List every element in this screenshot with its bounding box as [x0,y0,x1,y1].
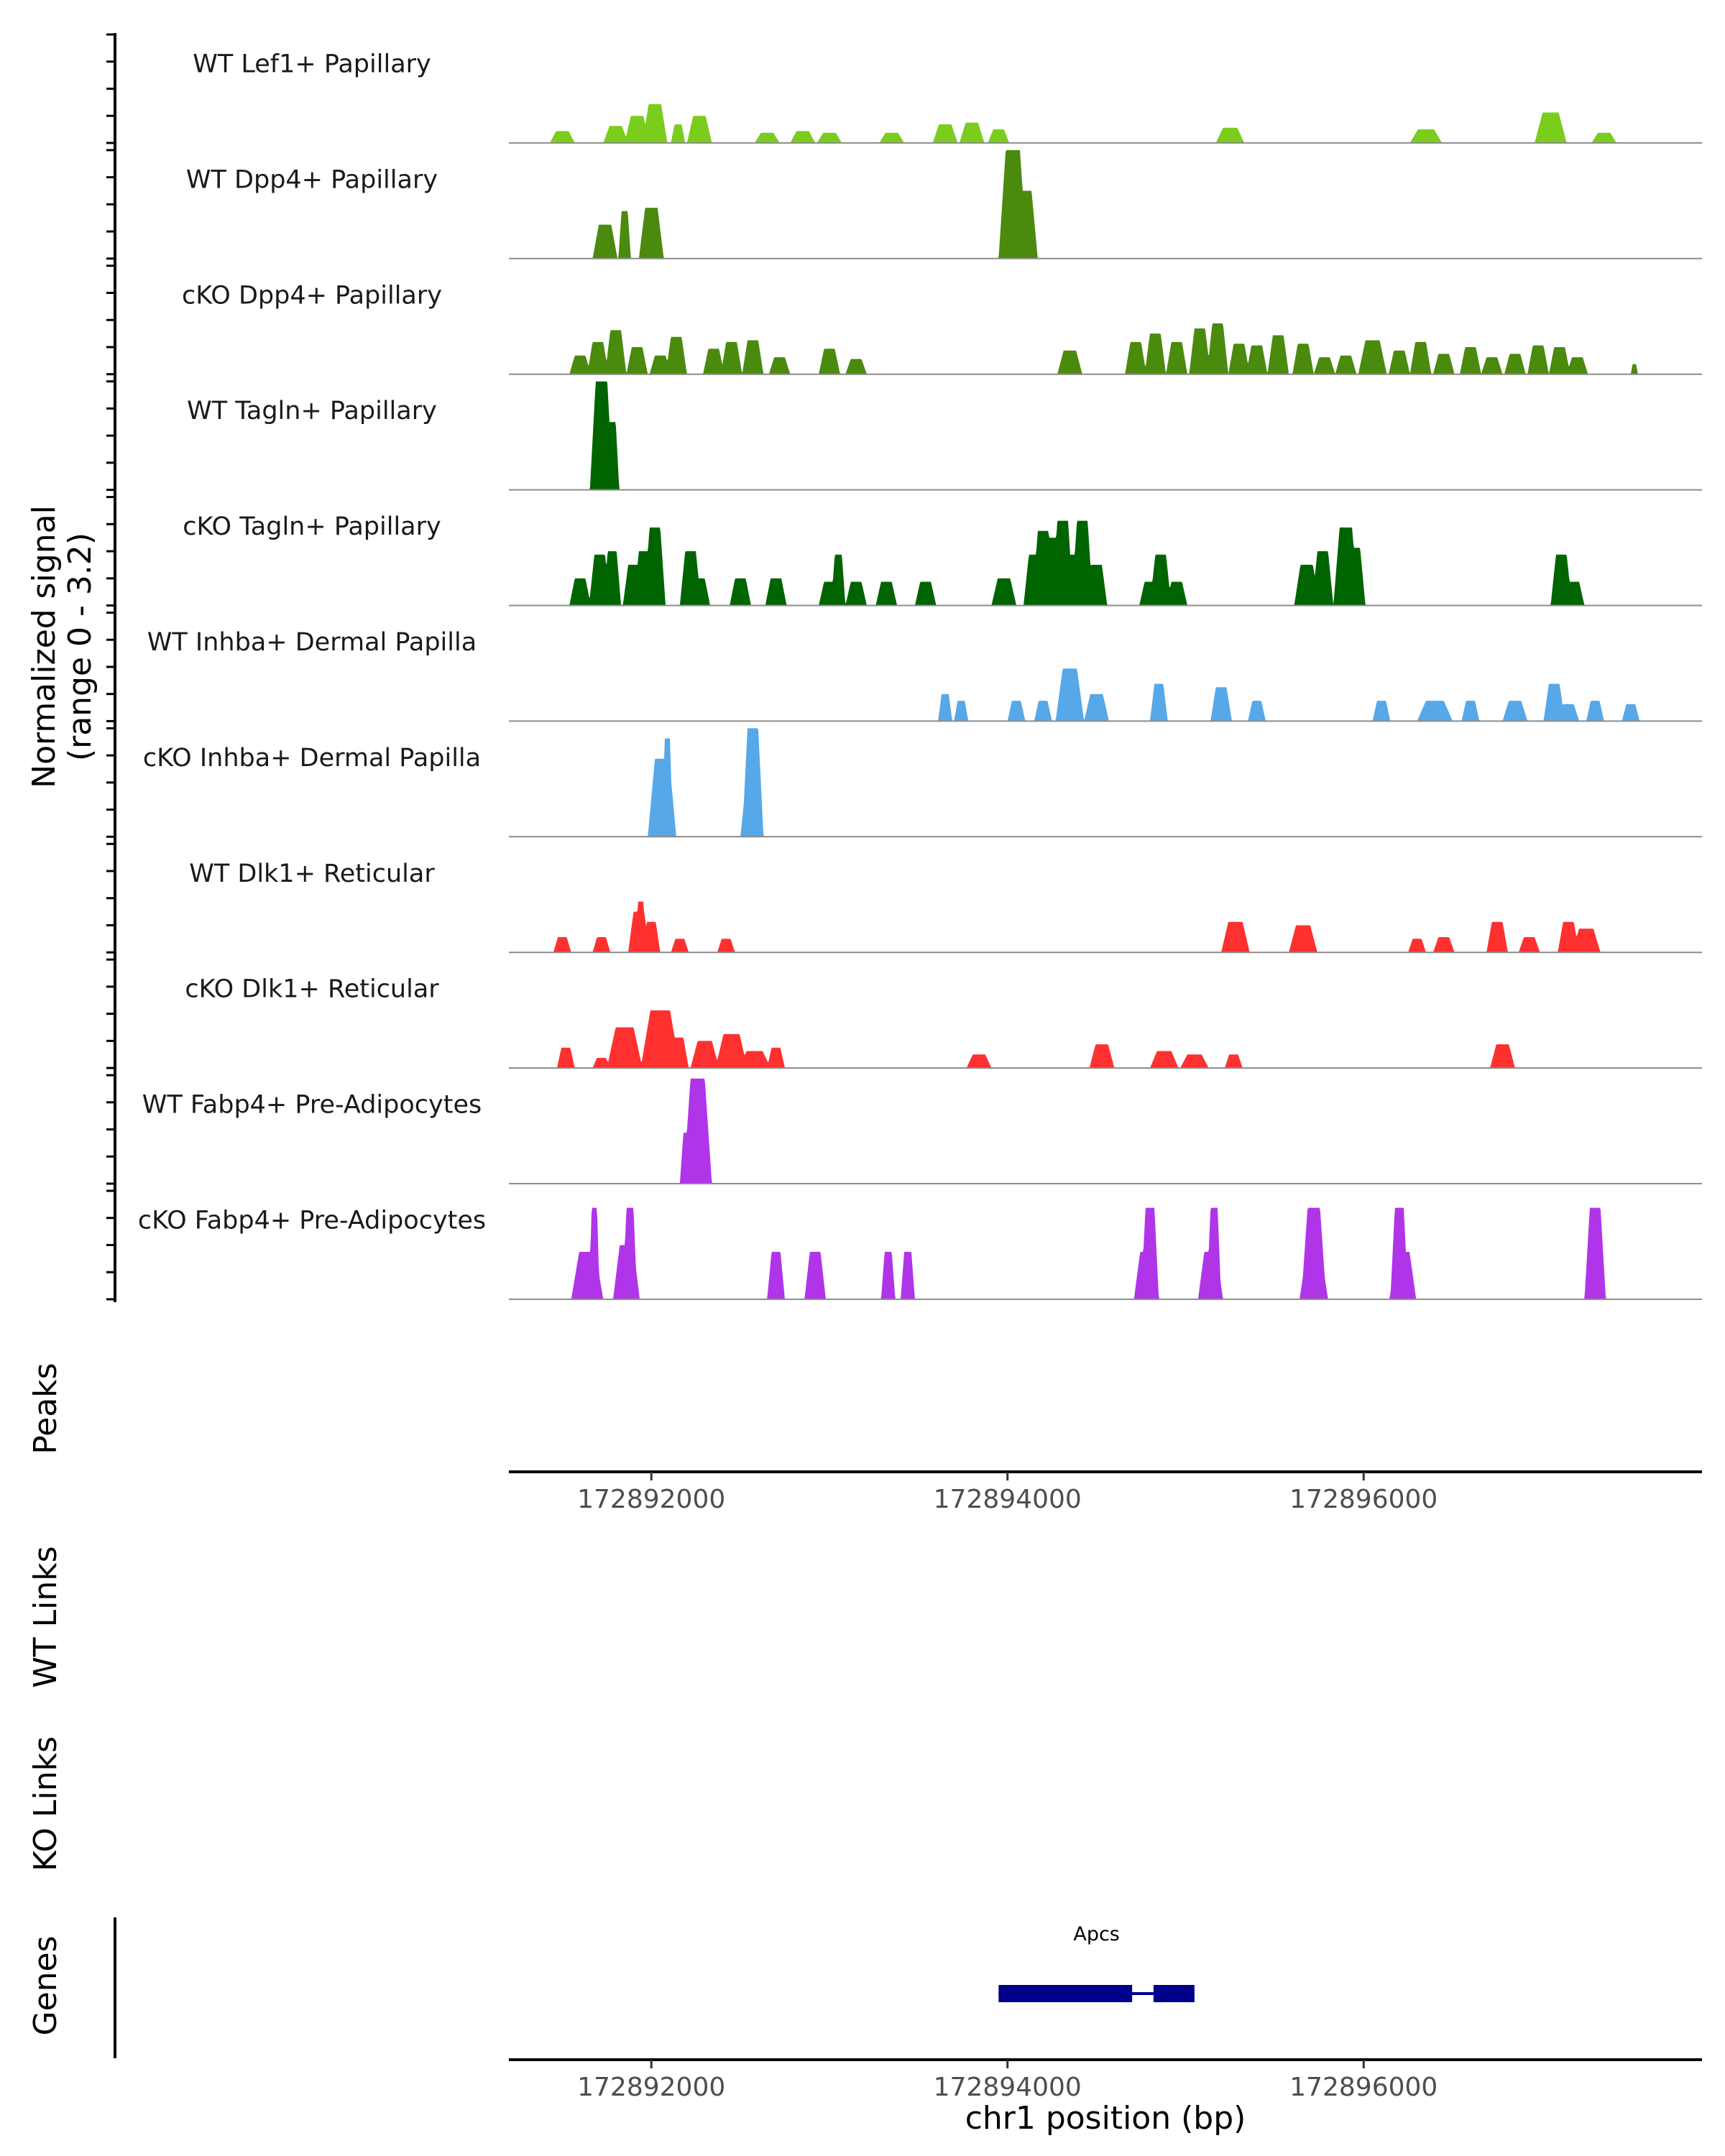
track-9: cKO Dlk1+ Reticular [185,975,1702,1069]
peaks-x-tick-label: 172894000 [934,1485,1082,1514]
track-5: cKO Tagln+ Papillary [183,512,1702,607]
coverage-area [509,1207,1702,1299]
track-6: WT Inhba+ Dermal Papilla [147,628,1702,722]
genes-x-tick-label: 172892000 [577,2073,725,2102]
track-label: cKO Fabp4+ Pre-Adipocytes [138,1206,486,1235]
track-8: WT Dlk1+ Reticular [189,860,1702,954]
genes-panel-label: Genes [27,1935,64,2035]
genes-x-axis: 172892000 172894000 172896000 [509,2058,1702,2102]
coverage-area [509,668,1702,722]
coverage-area [509,1078,1702,1184]
peaks-x-tick-label: 172892000 [577,1485,725,1514]
coverage-area [509,149,1702,259]
coverage-area [509,103,1702,143]
track-label: WT Dlk1+ Reticular [189,860,435,888]
peaks-x-axis: 172892000 172894000 172896000 [509,1470,1702,1514]
peaks-panel-label: Peaks [27,1363,64,1454]
track-11: cKO Fabp4+ Pre-Adipocytes [138,1206,1702,1300]
track-label: cKO Tagln+ Papillary [183,512,441,541]
track-3: cKO Dpp4+ Papillary [182,281,1702,375]
coverage-area [509,728,1702,837]
track-2: WT Dpp4+ Papillary [186,149,1702,259]
gene-exon [998,1985,1133,2002]
gene-label: Apcs [1073,1923,1120,1945]
track-label: WT Fabp4+ Pre-Adipocytes [142,1091,482,1120]
track-label: WT Tagln+ Papillary [187,397,437,425]
coverage-area [509,520,1702,606]
y-axis-range: (range 0 - 3.2) [62,533,98,761]
coverage-area [509,323,1702,374]
gene-apcs: Apcs [998,1923,1195,2002]
coverage-area [509,1010,1702,1069]
track-label: WT Lef1+ Papillary [193,50,431,78]
gene-annotations: Apcs [998,1923,1195,2002]
track-1: WT Lef1+ Papillary [193,50,1702,144]
genes-x-tick-label: 172894000 [934,2073,1082,2102]
coverage-tracks: WT Lef1+ Papillary WT Dpp4+ Papillary cKO … [138,50,1702,1300]
peaks-x-tick-label: 172896000 [1289,1485,1438,1514]
coverage-area [509,381,1702,490]
track-label: cKO Dpp4+ Papillary [182,281,442,310]
y-axis-title: Normalized signal [26,505,63,788]
x-axis-title: chr1 position (bp) [965,2100,1246,2137]
track-10: WT Fabp4+ Pre-Adipocytes [142,1078,1702,1184]
genes-x-tick-label: 172896000 [1289,2073,1438,2102]
track-label: cKO Dlk1+ Reticular [185,975,439,1004]
gene-exon [1153,1985,1195,2002]
track-4: WT Tagln+ Papillary [187,381,1702,491]
track-label: cKO Inhba+ Dermal Papilla [143,744,481,773]
y-axis [106,33,116,1302]
track-label: WT Inhba+ Dermal Papilla [147,628,477,657]
wt-links-panel-label: WT Links [27,1546,64,1687]
track-label: WT Dpp4+ Papillary [186,165,438,194]
coverage-area [509,901,1702,953]
track-7: cKO Inhba+ Dermal Papilla [143,728,1702,838]
ko-links-panel-label: KO Links [27,1736,64,1871]
